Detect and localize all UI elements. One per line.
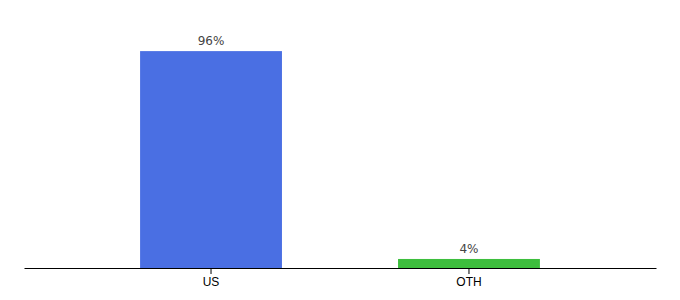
data-labels: 96% 4% [198,34,479,256]
plot-area: US OTH 96% 4% [25,34,657,288]
x-tick-mark [468,268,469,274]
x-tick: US [203,268,220,289]
chart: US OTH 96% 4% [0,0,680,300]
x-tick: OTH [456,268,481,289]
x-tick-label: US [203,275,220,289]
x-axis: US OTH [25,268,657,289]
bar [140,51,282,268]
x-tick-label: OTH [456,275,481,289]
bars [140,51,540,268]
bar [398,259,540,268]
data-label: 4% [459,242,478,256]
data-label: 96% [198,34,225,48]
x-tick-mark [211,268,212,274]
x-axis-line [25,268,657,269]
